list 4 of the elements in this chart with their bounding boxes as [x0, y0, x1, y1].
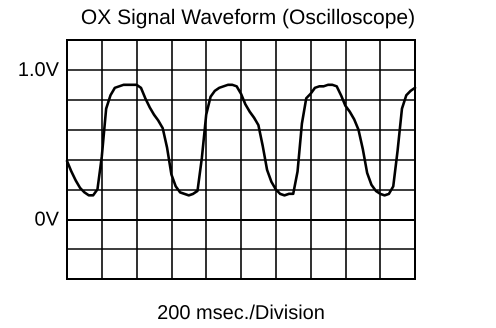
- chart-title: OX Signal Waveform (Oscilloscope): [80, 6, 416, 29]
- y-tick-label: 1.0V: [18, 58, 60, 81]
- y-tick-label: 0V: [34, 208, 60, 230]
- x-axis-title: 200 msec./Division: [157, 302, 325, 324]
